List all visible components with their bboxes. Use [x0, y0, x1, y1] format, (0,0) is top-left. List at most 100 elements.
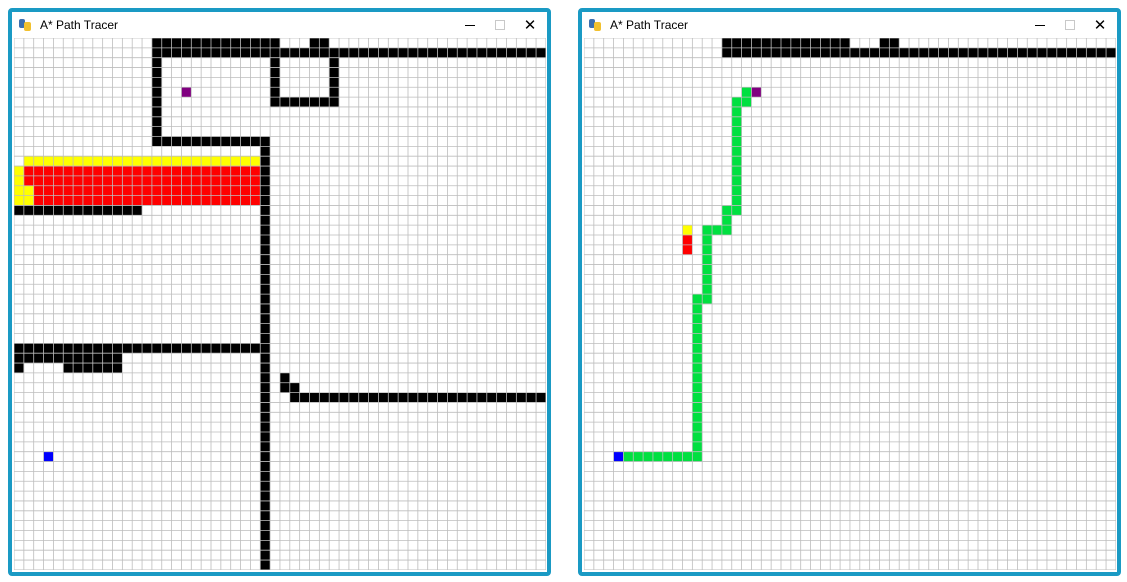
explored-cell: [112, 166, 123, 176]
wall-cell: [751, 47, 762, 58]
wall-cell: [92, 363, 103, 373]
wall-cell: [260, 481, 271, 492]
path-cell: [702, 235, 713, 245]
maximize-button[interactable]: [1055, 12, 1085, 38]
title-bar[interactable]: A* Path Tracer ✕: [582, 12, 1117, 38]
wall-cell: [151, 106, 162, 117]
wall-cell: [201, 38, 211, 48]
wall-cell: [240, 47, 251, 58]
maximize-button[interactable]: [485, 12, 515, 38]
wall-cell: [889, 38, 900, 48]
wall-cell: [53, 353, 64, 364]
close-button[interactable]: ✕: [1085, 12, 1115, 38]
wall-cell: [73, 205, 83, 216]
explored-cell: [82, 185, 93, 196]
wall-cell: [260, 244, 271, 255]
title-bar[interactable]: A* Path Tracer ✕: [12, 12, 547, 38]
wall-cell: [526, 47, 537, 58]
wall-cell: [997, 47, 1008, 58]
path-cell: [692, 402, 703, 413]
path-cell: [652, 451, 663, 462]
path-cell: [692, 441, 703, 452]
wall-cell: [751, 38, 762, 48]
frontier-cell: [142, 156, 152, 167]
explored-cell: [53, 195, 64, 206]
minimize-button[interactable]: [1025, 12, 1055, 38]
minimize-button[interactable]: [455, 12, 485, 38]
path-cell: [692, 313, 703, 324]
explored-cell: [122, 166, 133, 176]
wall-cell: [14, 363, 24, 373]
path-grid[interactable]: [14, 38, 546, 570]
frontier-cell: [23, 156, 34, 167]
path-cell: [702, 244, 713, 255]
path-cell: [692, 392, 703, 403]
python-app-icon: [18, 18, 32, 32]
wall-cell: [329, 77, 340, 88]
wall-cell: [260, 550, 271, 561]
wall-cell: [171, 47, 182, 58]
path-cell: [662, 451, 673, 462]
wall-cell: [270, 87, 280, 98]
wall-cell: [260, 560, 271, 570]
wall-cell: [43, 353, 54, 364]
wall-cell: [319, 47, 330, 58]
wall-cell: [790, 38, 801, 48]
wall-cell: [33, 343, 44, 354]
window-title: A* Path Tracer: [40, 18, 119, 32]
explored-cell: [240, 185, 251, 196]
wall-cell: [348, 392, 359, 403]
close-button[interactable]: ✕: [515, 12, 545, 38]
explored-cell: [92, 185, 103, 196]
explored-cell: [82, 166, 93, 176]
explored-cell: [201, 166, 211, 176]
wall-cell: [457, 47, 468, 58]
explored-cell: [112, 185, 123, 196]
wall-cell: [23, 353, 34, 364]
path-cell: [643, 451, 653, 462]
wall-cell: [506, 47, 517, 58]
explored-cell: [63, 166, 74, 176]
wall-cell: [526, 392, 537, 403]
frontier-cell: [682, 225, 693, 235]
explored-cell: [161, 166, 172, 176]
grid-canvas[interactable]: [584, 38, 1116, 570]
path-grid[interactable]: [584, 38, 1116, 570]
explored-cell: [171, 175, 182, 186]
explored-cell: [92, 166, 103, 176]
wall-cell: [849, 47, 860, 58]
wall-cell: [14, 353, 24, 364]
grid-canvas[interactable]: [14, 38, 546, 570]
explored-cell: [151, 175, 162, 186]
explored-cell: [92, 175, 103, 186]
frontier-cell: [14, 195, 24, 206]
wall-cell: [142, 343, 152, 354]
wall-cell: [476, 392, 487, 403]
path-cell: [623, 451, 634, 462]
wall-cell: [358, 392, 369, 403]
wall-cell: [260, 500, 271, 511]
wall-cell: [408, 47, 418, 58]
wall-cell: [270, 38, 280, 48]
frontier-cell: [14, 166, 24, 176]
frontier-cell: [73, 156, 83, 167]
explored-cell: [220, 166, 231, 176]
wall-cell: [260, 471, 271, 482]
path-cell: [721, 225, 732, 235]
wall-cell: [201, 343, 211, 354]
path-cell: [731, 126, 742, 137]
wall-cell: [250, 47, 261, 58]
wall-cell: [270, 57, 280, 68]
wall-cell: [388, 47, 399, 58]
wall-cell: [486, 392, 497, 403]
wall-cell: [161, 47, 172, 58]
explored-cell: [73, 166, 83, 176]
wall-cell: [1086, 47, 1097, 58]
explored-cell: [132, 166, 143, 176]
wall-cell: [987, 47, 998, 58]
wall-cell: [427, 392, 438, 403]
wall-cell: [201, 136, 211, 147]
frontier-cell: [23, 185, 34, 196]
wall-cell: [33, 205, 44, 216]
path-cell: [692, 451, 703, 462]
